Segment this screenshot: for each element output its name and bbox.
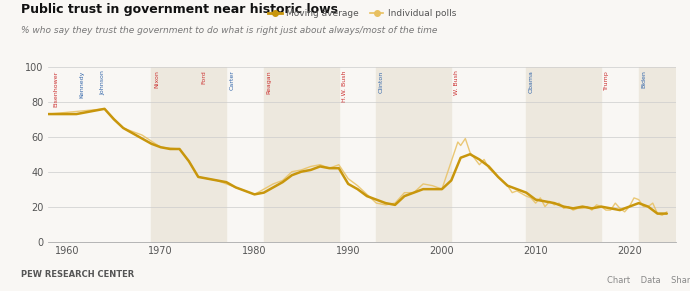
Text: Eisenhower: Eisenhower xyxy=(53,70,58,107)
Text: Johnson: Johnson xyxy=(100,70,105,95)
Text: Ford: Ford xyxy=(201,70,206,84)
Bar xyxy=(526,67,601,242)
Text: % who say they trust the government to do what is right just about always/most o: % who say they trust the government to d… xyxy=(21,26,437,35)
Text: Public trust in government near historic lows: Public trust in government near historic… xyxy=(21,3,337,16)
Text: Nixon: Nixon xyxy=(154,70,159,88)
Text: PEW RESEARCH CENTER: PEW RESEARCH CENTER xyxy=(21,270,134,279)
Text: W. Bush: W. Bush xyxy=(454,70,459,95)
Text: Chart    Data    Share: Chart Data Share xyxy=(607,276,690,285)
Legend: Moving average, Individual polls: Moving average, Individual polls xyxy=(264,5,460,21)
Text: Kennedy: Kennedy xyxy=(79,70,84,98)
Text: Reagan: Reagan xyxy=(266,70,272,94)
Text: Trump: Trump xyxy=(604,70,609,90)
Text: Biden: Biden xyxy=(642,70,647,88)
Bar xyxy=(264,67,339,242)
Bar xyxy=(151,67,226,242)
Text: Carter: Carter xyxy=(229,70,234,90)
Bar xyxy=(639,67,676,242)
Bar xyxy=(376,67,451,242)
Text: Clinton: Clinton xyxy=(379,70,384,93)
Text: Obama: Obama xyxy=(529,70,534,93)
Text: H.W. Bush: H.W. Bush xyxy=(342,70,346,102)
